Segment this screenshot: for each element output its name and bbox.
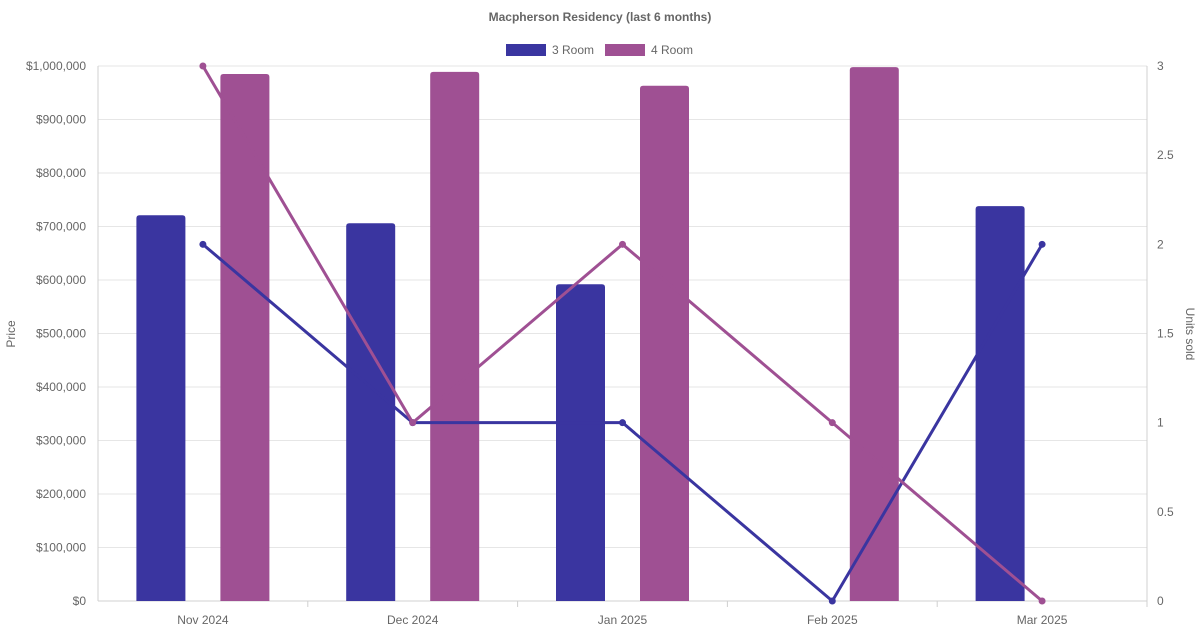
y2-tick-label: 1	[1157, 416, 1164, 430]
y2-tick-label: 2	[1157, 237, 1164, 251]
y-tick-label: $200,000	[36, 487, 86, 501]
point	[619, 419, 626, 427]
y-tick-label: $600,000	[36, 273, 86, 287]
bar-3-room	[346, 223, 396, 602]
y-tick-label: $100,000	[36, 541, 86, 555]
legend-swatch	[506, 44, 546, 56]
legend-label: 3 Room	[552, 43, 594, 57]
lines	[199, 62, 1046, 605]
y-tick-label: $400,000	[36, 380, 86, 394]
point	[828, 419, 836, 427]
bar-4-room	[220, 74, 270, 601]
point	[1038, 240, 1046, 248]
bar-3-room	[556, 284, 605, 601]
x-tick-label: Mar 2025	[1017, 613, 1068, 627]
point	[409, 419, 417, 427]
y-tick-label: $1,000,000	[26, 59, 86, 73]
x-tick-label: Nov 2024	[177, 613, 229, 627]
y-tick-label: $800,000	[36, 166, 86, 180]
y2-tick-label: 0	[1157, 594, 1164, 608]
chart-title: Macpherson Residency (last 6 months)	[489, 10, 712, 24]
y-tick-label: $300,000	[36, 434, 86, 448]
grid	[97, 65, 1148, 607]
point	[199, 240, 207, 248]
point	[199, 62, 207, 70]
x-tick-label: Dec 2024	[387, 613, 439, 627]
y2-tick-label: 3	[1157, 59, 1164, 73]
y2-tick-label: 0.5	[1157, 505, 1174, 519]
legend-swatch	[605, 44, 645, 56]
bar-3-room	[975, 206, 1025, 602]
y2-axis-label: Units sold	[1183, 308, 1197, 361]
y-tick-label: $500,000	[36, 327, 86, 341]
axes: $0 $100,000 $200,000 $300,000 $400,000 $500,0…	[26, 59, 1174, 627]
x-tick-label: Jan 2025	[598, 613, 648, 627]
y-tick-label: $700,000	[36, 220, 86, 234]
x-tick-label: Feb 2025	[807, 613, 858, 627]
y-axis-label: Price	[4, 320, 18, 348]
bar-4-room	[430, 71, 480, 601]
point	[828, 597, 836, 605]
bar-4-room	[640, 85, 689, 602]
legend: 3 Room 4 Room	[506, 43, 693, 57]
bar-3-room	[136, 215, 186, 601]
legend-label: 4 Room	[651, 43, 693, 57]
y2-tick-label: 1.5	[1157, 327, 1174, 341]
y-tick-label: $900,000	[36, 113, 86, 127]
point	[1038, 597, 1046, 605]
bar-4-room	[849, 67, 899, 601]
y2-tick-label: 2.5	[1157, 148, 1174, 162]
bars	[136, 67, 1025, 602]
point	[619, 240, 626, 248]
y-tick-label: $0	[73, 594, 87, 608]
